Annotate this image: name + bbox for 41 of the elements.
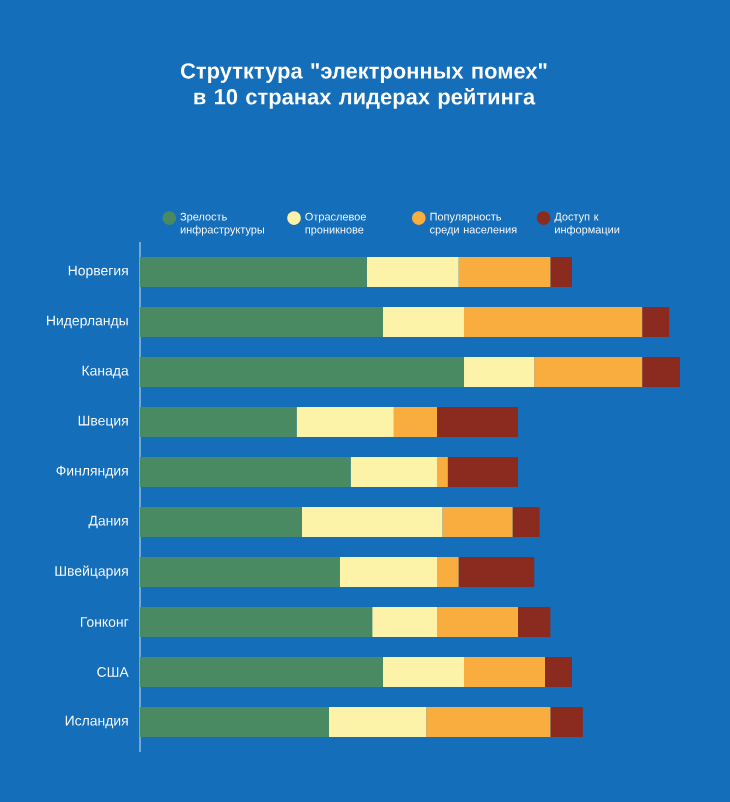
bar	[458, 257, 551, 288]
bar	[642, 357, 681, 388]
bar	[437, 607, 519, 637]
bar	[383, 307, 465, 338]
bar	[140, 657, 384, 687]
bar	[518, 607, 551, 637]
bar	[350, 457, 438, 488]
bar	[329, 707, 427, 737]
bar	[140, 607, 373, 637]
bar	[642, 307, 670, 338]
bar	[339, 557, 438, 587]
bar	[426, 707, 551, 737]
bar	[302, 507, 443, 537]
bar	[140, 507, 302, 537]
bar	[393, 407, 438, 438]
bar	[140, 457, 351, 488]
bar	[437, 557, 459, 587]
bar	[437, 457, 448, 488]
bar	[372, 607, 438, 637]
bar	[464, 307, 643, 338]
bar	[464, 357, 535, 388]
bar	[140, 557, 340, 587]
bar	[447, 457, 519, 488]
bar	[534, 357, 643, 388]
bar	[383, 657, 465, 687]
bar	[296, 407, 394, 438]
bar	[140, 407, 297, 438]
bar	[442, 507, 513, 537]
bar	[366, 257, 459, 288]
bar	[512, 507, 540, 537]
bar	[140, 307, 384, 338]
bar	[437, 407, 519, 438]
bar	[140, 257, 367, 288]
bar	[464, 657, 546, 687]
chart-title: Струтктура "электронных помех" в 10 странах лидерах рейтинга	[180, 63, 547, 109]
bar	[140, 707, 329, 737]
bar	[545, 657, 573, 687]
bar	[550, 707, 583, 737]
bar	[550, 257, 573, 288]
bar	[458, 557, 535, 587]
bar	[140, 357, 465, 388]
